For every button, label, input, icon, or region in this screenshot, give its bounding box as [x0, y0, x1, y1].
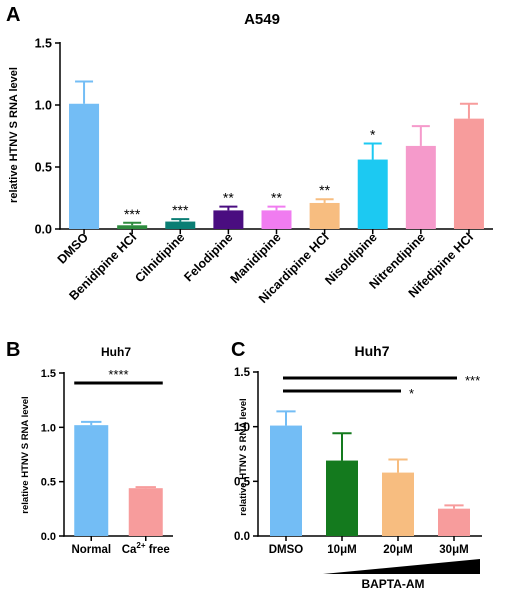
- comparison-label: *: [409, 386, 414, 401]
- y-axis-label: relative HTNV S RNA level: [20, 396, 31, 513]
- y-tick-label: 0.0: [41, 531, 56, 543]
- bar-cilnidipine: [165, 221, 196, 229]
- bar-ca2-free: [128, 488, 163, 536]
- chart-panel-c: C Huh7 relative HTNV S RNA level 0.0 0.5 1.0 1…: [231, 339, 482, 590]
- chart-panel-b: B Huh7 relative HTNV S RNA level 0.0 0.5 1.0 1…: [6, 339, 173, 556]
- x-tick-label: DMSO: [55, 230, 92, 267]
- panel-letter: B: [6, 339, 20, 361]
- y-tick-label: 0.5: [35, 161, 52, 175]
- x-tick-label: 30μM: [439, 544, 468, 556]
- y-tick-label: 0.0: [35, 223, 52, 237]
- bar-30-m: [438, 508, 470, 536]
- y-tick-label: 1.0: [41, 422, 56, 434]
- bar-dmso: [69, 103, 100, 229]
- x-tick-label: Ca2+ free: [122, 541, 170, 556]
- significance-marker: *: [370, 126, 376, 142]
- dose-gradient-wedge: [323, 559, 480, 574]
- x-axis-label: BAPTA-AM: [361, 577, 424, 590]
- chart-panel-a: A A549 relative HTNV S RNA level 0.0 0.5 1.0 1…: [6, 4, 493, 306]
- y-axis-label: relative HTNV S RNA level: [238, 398, 249, 515]
- bar-10-m: [326, 460, 358, 536]
- y-tick-label: 0.0: [234, 531, 250, 543]
- x-tick-label: DMSO: [269, 544, 304, 556]
- comparison-label: ***: [465, 373, 480, 388]
- y-axis-label: relative HTNV S RNA level: [8, 67, 20, 203]
- significance-marker: **: [223, 190, 234, 206]
- y-tick-label: 1.5: [41, 368, 56, 380]
- x-tick-label: Cilnidipine: [132, 230, 187, 285]
- chart-title: Huh7: [355, 343, 390, 359]
- panel-letter: A: [6, 4, 20, 26]
- bar-nisoldipine: [357, 159, 388, 229]
- y-tick-label: 1.5: [35, 37, 52, 51]
- y-tick-label: 1.0: [35, 99, 52, 113]
- bar-benidipine-hcl: [117, 225, 148, 229]
- chart-title: A549: [244, 11, 280, 28]
- bar-nitrendipine: [405, 145, 436, 229]
- y-tick-label: 0.5: [41, 477, 56, 489]
- y-tick-label: 1.5: [234, 367, 251, 379]
- y-tick-label: 0.5: [234, 476, 251, 488]
- significance-marker: ***: [124, 206, 141, 222]
- panel-letter: C: [231, 339, 245, 361]
- significance-marker: ***: [172, 202, 189, 218]
- bar-felodipine: [213, 210, 244, 229]
- bar-manidipine: [261, 210, 292, 229]
- bar-normal: [74, 425, 109, 536]
- comparison-label: ****: [108, 367, 128, 382]
- y-tick-label: 1.0: [234, 422, 250, 434]
- bar-nicardipine-hcl: [309, 202, 340, 229]
- significance-marker: **: [271, 190, 282, 206]
- x-tick-label: Normal: [71, 544, 111, 556]
- bar-20-m: [382, 472, 414, 536]
- chart-title: Huh7: [101, 345, 131, 359]
- bar-dmso: [270, 425, 302, 536]
- significance-marker: **: [319, 182, 330, 198]
- x-tick-label: 10μM: [327, 544, 356, 556]
- bar-nifedipine-hcl: [453, 118, 484, 229]
- x-tick-label: 20μM: [383, 544, 412, 556]
